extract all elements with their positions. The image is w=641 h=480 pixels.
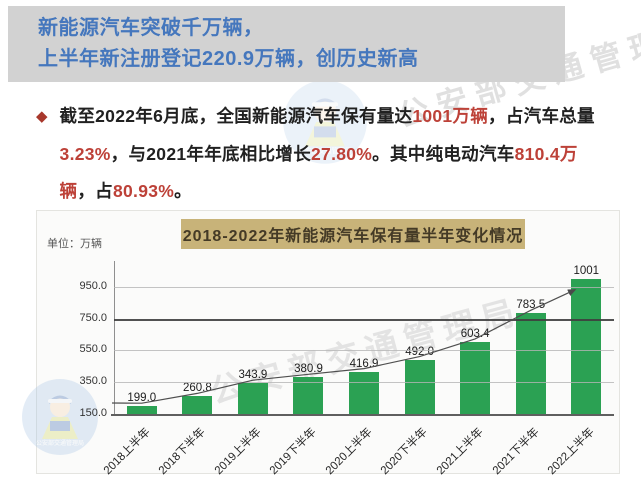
body-text: ，占: [77, 181, 113, 201]
highlight-stat: 27.80%: [311, 143, 373, 164]
highlight-stat: 80.93%: [112, 181, 175, 201]
gridline-550: [114, 350, 614, 352]
gridline-750: [114, 318, 614, 321]
body-text: 。其中纯电动汽车: [372, 143, 515, 164]
chart-title: 2018-2022年新能源汽车保有量半年变化情况: [181, 219, 525, 249]
bar-value-label: 783.5: [516, 299, 546, 312]
chart-panel: 公安部交通管理局 2018-2022年新能源汽车保有量半年变化情况 单位：万辆 …: [22, 210, 620, 477]
bar-value-label: 380.9: [294, 363, 323, 376]
highlight-stat: 810.4万辆: [59, 143, 578, 202]
header-title-line1: 新能源汽车突破千万辆，: [38, 17, 264, 39]
bar: [126, 406, 157, 414]
bar: [404, 359, 435, 414]
x-axis-labels: 2018上半年 2018下半年 2019上半年 2019下半年 2020上半年 2020下…: [101, 420, 614, 477]
header-title-line2: 上半年新注册登记220.9万辆，创历史新高: [38, 48, 419, 70]
x-axis-line: [111, 414, 614, 416]
gridline-950: [114, 286, 614, 288]
bar: [237, 383, 268, 414]
highlight-stat: 1001万辆: [412, 106, 489, 126]
bar-value-label: 416.9: [349, 357, 379, 370]
x-tick-cell: 2022上半年: [546, 420, 614, 477]
bar-column: 199.0: [114, 392, 170, 414]
y-tick-label: 350.0: [79, 375, 107, 388]
bar: [349, 371, 380, 414]
bar: [460, 341, 491, 414]
bar: [571, 278, 602, 414]
bar-column: 783.5: [503, 299, 559, 414]
bar-column: 416.9: [336, 358, 392, 414]
bar-series: 199.0 260.8 343.9 380.9 416.9 492.0 603.4 783.5…: [114, 261, 614, 414]
bar-column: 380.9: [281, 363, 337, 414]
bar: [515, 313, 546, 414]
x-tick-label: 2018上半年: [101, 426, 153, 478]
body-text: 截至2022年6月底，全国新能源汽车保有量达: [59, 106, 413, 126]
bar-value-label: 260.8: [182, 382, 212, 395]
body-text: 。: [174, 181, 192, 201]
bar-column: 260.8: [170, 382, 226, 414]
bar-column: 343.9: [225, 369, 281, 414]
bar-column: 492.0: [392, 346, 448, 414]
diamond-bullet-icon: ◆: [36, 108, 48, 125]
highlight-stat: 3.23%: [59, 143, 111, 164]
bar-column: 603.4: [447, 328, 503, 414]
y-tick-label: 750.0: [79, 311, 107, 324]
y-tick-label: 550.0: [79, 343, 107, 356]
header-banner: 新能源汽车突破千万辆， 上半年新注册登记220.9万辆，创历史新高: [8, 6, 565, 82]
body-text: ，占汽车总量: [488, 106, 595, 126]
bar-value-label: 343.9: [238, 369, 268, 382]
bar: [182, 396, 213, 414]
gridline-350: [114, 382, 614, 384]
bar-value-label: 492.0: [405, 345, 434, 358]
body-text: ，与2021年年底相比增长: [110, 143, 312, 164]
bar-value-label: 603.4: [460, 327, 490, 340]
bar-value-label: 199.0: [127, 392, 157, 405]
bar-value-label: 1001: [573, 264, 600, 277]
summary-bullet: ◆ 截至2022年6月底，全国新能源汽车保有量达1001万辆，占汽车总量 3.23…: [36, 98, 604, 211]
y-tick-label: 950.0: [79, 279, 107, 292]
chart-unit-label: 单位：万辆: [47, 238, 102, 250]
summary-text: 截至2022年6月底，全国新能源汽车保有量达1001万辆，占汽车总量3.23%，…: [60, 98, 604, 211]
y-tick-label: 150.0: [79, 407, 107, 419]
bar-column: 1001: [559, 265, 615, 414]
